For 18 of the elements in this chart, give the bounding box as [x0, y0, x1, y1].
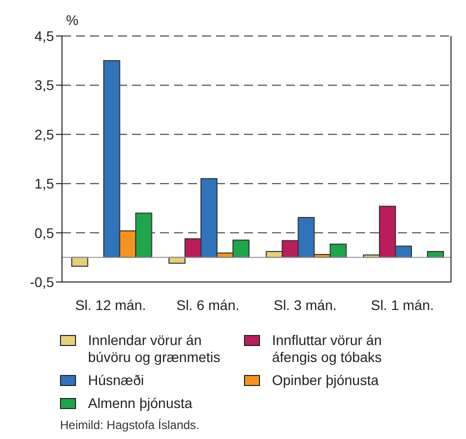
- y-tick-label: 3,5: [34, 77, 54, 94]
- x-tick-label: Sl. 1 mán.: [370, 296, 434, 313]
- x-tick-label: Sl. 6 mán.: [176, 296, 240, 313]
- y-tick-label: 2,5: [34, 126, 54, 142]
- text: Heimild: Hagstofa Íslands.: [60, 418, 200, 432]
- y-tick-label: -0,5: [30, 274, 54, 290]
- bar: [71, 256, 88, 267]
- x-tick-label: Sl. 3 mán.: [274, 296, 337, 313]
- legend-label: Almenn þjónusta: [88, 395, 192, 412]
- legend-label: Húsnæði: [88, 372, 144, 389]
- y-tick-label: 0,5: [34, 224, 54, 241]
- y-tick-label: 4,5: [34, 28, 54, 44]
- legend-label: Opinber þjónusta: [272, 372, 379, 389]
- legend-label: Innlendar vörur án búvöru og grænmetis: [88, 332, 222, 366]
- y-axis-title: %: [66, 12, 78, 28]
- y-tick-label: 1,5: [34, 176, 54, 192]
- legend-label: Innfluttar vörur án áfengis og tóbaks: [272, 332, 383, 366]
- x-tick-label: Sl. 12 mán.: [75, 296, 146, 313]
